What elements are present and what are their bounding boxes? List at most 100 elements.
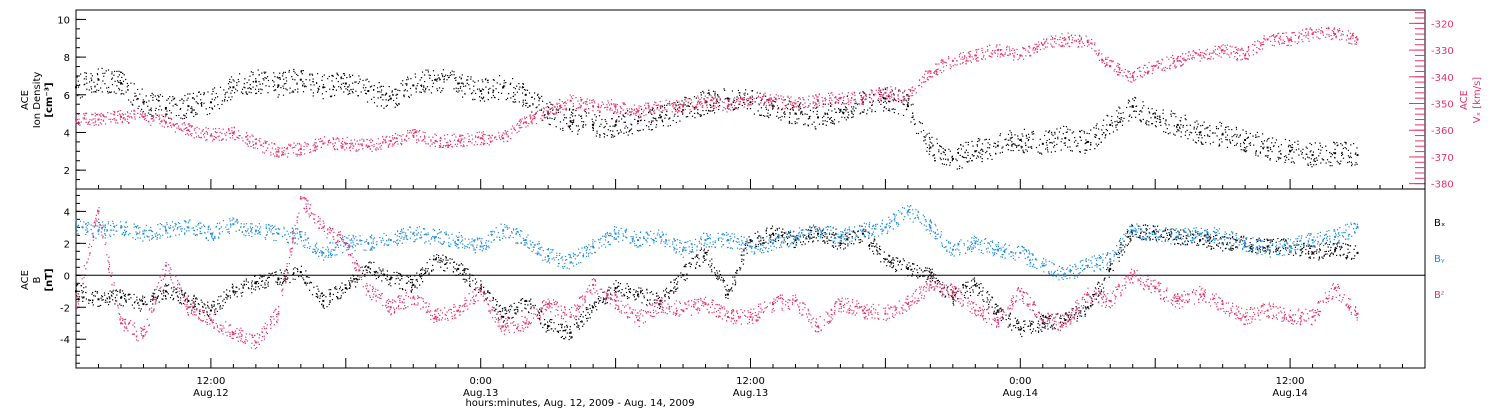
top-point: [1314, 31, 1316, 33]
top-point: [716, 100, 718, 102]
top-point: [1213, 51, 1215, 53]
top-point: [388, 140, 390, 142]
top-point: [1133, 80, 1135, 82]
top-point: [906, 103, 908, 105]
top-point: [510, 82, 512, 84]
top-point: [906, 105, 909, 108]
top-point: [903, 90, 905, 93]
top-point: [633, 113, 635, 115]
top-point: [871, 92, 873, 94]
bottom-point: [140, 299, 142, 301]
top-point: [1311, 33, 1314, 35]
bottom-point: [142, 295, 144, 297]
top-point: [1278, 37, 1280, 39]
top-point: [556, 111, 558, 114]
top-point: [1244, 149, 1246, 151]
top-point: [627, 127, 629, 129]
top-point: [236, 82, 238, 84]
top-point: [585, 101, 587, 103]
top-point: [495, 88, 497, 90]
top-point: [1032, 138, 1034, 140]
top-point: [386, 104, 388, 106]
top-point: [1128, 120, 1130, 122]
top-point: [321, 76, 324, 78]
top-point: [1220, 125, 1222, 127]
top-point: [282, 73, 284, 75]
top-point: [618, 132, 620, 134]
top-point: [358, 81, 361, 83]
top-point: [121, 89, 123, 92]
top-point: [892, 108, 894, 110]
bottom-point: [115, 299, 117, 302]
top-point: [1104, 65, 1107, 67]
top-point: [926, 133, 928, 135]
top-point: [770, 101, 772, 103]
top-point: [625, 125, 627, 127]
top-point: [228, 128, 230, 130]
top-point: [1309, 28, 1311, 30]
top-point: [1138, 113, 1140, 115]
top-point: [1127, 99, 1130, 101]
top-point: [567, 125, 569, 127]
top-point: [401, 138, 403, 140]
top-point: [1283, 42, 1285, 45]
top-point: [1045, 130, 1047, 132]
top-point: [210, 133, 212, 135]
top-point: [211, 98, 213, 100]
top-point: [391, 91, 393, 93]
top-point: [981, 143, 984, 145]
top-point: [97, 118, 100, 121]
top-point: [580, 97, 582, 99]
top-point: [871, 104, 873, 106]
top-point: [706, 106, 708, 109]
top-point: [976, 144, 978, 146]
top-point: [949, 68, 951, 70]
top-point: [1326, 33, 1328, 35]
top-point: [1035, 146, 1038, 149]
top-point: [1059, 36, 1061, 38]
top-point: [76, 84, 78, 86]
top-point: [1164, 66, 1167, 68]
top-point: [160, 109, 163, 111]
top-point: [994, 52, 996, 54]
top-point: [123, 74, 125, 76]
top-point: [1278, 43, 1281, 45]
top-point: [1111, 61, 1113, 63]
top-point: [1244, 150, 1246, 152]
top-point: [1157, 115, 1159, 117]
top-point: [1240, 49, 1242, 51]
top-point: [544, 114, 546, 116]
top-point: [341, 142, 343, 145]
top-point: [1060, 45, 1062, 48]
top-point: [1228, 54, 1230, 56]
top-point: [575, 125, 578, 127]
top-point: [490, 141, 492, 143]
top-point: [1271, 44, 1273, 46]
top-point: [991, 158, 993, 160]
top-point: [727, 105, 729, 107]
top-point: [543, 110, 545, 112]
top-point: [248, 87, 250, 89]
top-point: [75, 118, 77, 121]
top-point: [1318, 28, 1320, 30]
top-point: [1152, 113, 1154, 115]
top-point: [442, 87, 444, 90]
top-left-tick-label: 10: [57, 15, 70, 26]
top-point: [481, 93, 483, 95]
top-point: [1051, 131, 1053, 133]
top-point: [358, 148, 360, 151]
top-point: [519, 122, 522, 124]
top-point: [1311, 28, 1313, 30]
top-point: [124, 113, 126, 115]
top-point: [439, 78, 441, 80]
top-point: [430, 92, 433, 94]
top-point: [1001, 147, 1003, 149]
top-point: [1125, 75, 1127, 77]
top-point: [617, 133, 619, 135]
top-point: [1242, 149, 1244, 151]
top-point: [548, 107, 550, 109]
top-point: [260, 88, 262, 90]
top-point: [332, 85, 334, 87]
top-point: [745, 89, 747, 91]
top-point: [113, 91, 115, 93]
